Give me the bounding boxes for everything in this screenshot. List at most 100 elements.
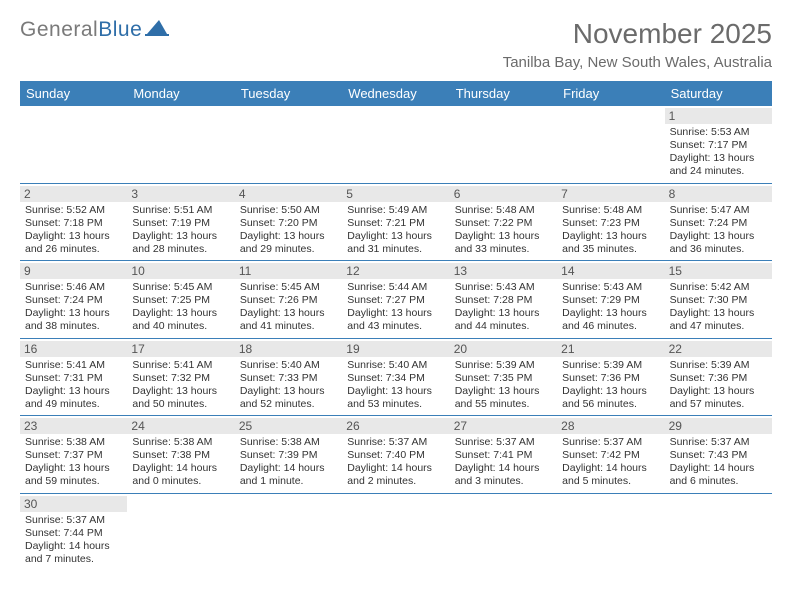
day-number: 27 <box>450 418 557 434</box>
day-info-line: Sunset: 7:35 PM <box>455 372 552 385</box>
day-number: 10 <box>127 263 234 279</box>
day-info-line: and 49 minutes. <box>25 398 122 411</box>
calendar-cell: 11Sunrise: 5:45 AMSunset: 7:26 PMDayligh… <box>235 261 342 338</box>
day-info-line: and 44 minutes. <box>455 320 552 333</box>
day-info-line: Sunrise: 5:46 AM <box>25 281 122 294</box>
day-info-line: Daylight: 14 hours <box>347 462 444 475</box>
day-info-line: and 6 minutes. <box>670 475 767 488</box>
logo: GeneralBlue <box>20 18 171 43</box>
calendar-cell-empty <box>235 106 342 183</box>
calendar-cell: 12Sunrise: 5:44 AMSunset: 7:27 PMDayligh… <box>342 261 449 338</box>
day-info-line: and 2 minutes. <box>347 475 444 488</box>
calendar-cell: 24Sunrise: 5:38 AMSunset: 7:38 PMDayligh… <box>127 416 234 493</box>
day-number: 26 <box>342 418 449 434</box>
day-info-line: Sunset: 7:34 PM <box>347 372 444 385</box>
day-info-line: and 3 minutes. <box>455 475 552 488</box>
calendar-week: 30Sunrise: 5:37 AMSunset: 7:44 PMDayligh… <box>20 494 772 571</box>
day-info-line: Sunset: 7:36 PM <box>562 372 659 385</box>
calendar-cell: 14Sunrise: 5:43 AMSunset: 7:29 PMDayligh… <box>557 261 664 338</box>
day-info-line: Sunrise: 5:50 AM <box>240 204 337 217</box>
day-number: 28 <box>557 418 664 434</box>
logo-part2: Blue <box>98 18 142 41</box>
day-info-line: Daylight: 13 hours <box>347 307 444 320</box>
day-info-line: Sunset: 7:41 PM <box>455 449 552 462</box>
day-info-line: Sunrise: 5:51 AM <box>132 204 229 217</box>
day-number: 9 <box>20 263 127 279</box>
calendar-header-row: SundayMondayTuesdayWednesdayThursdayFrid… <box>20 81 772 106</box>
day-info-line: Sunrise: 5:37 AM <box>455 436 552 449</box>
day-number: 1 <box>665 108 772 124</box>
calendar-cell: 21Sunrise: 5:39 AMSunset: 7:36 PMDayligh… <box>557 339 664 416</box>
day-info-line: Sunrise: 5:38 AM <box>240 436 337 449</box>
day-header: Friday <box>557 81 664 106</box>
day-info-line: Daylight: 13 hours <box>455 385 552 398</box>
day-header: Sunday <box>20 81 127 106</box>
calendar-cell-empty <box>127 106 234 183</box>
day-info-line: Daylight: 13 hours <box>670 385 767 398</box>
calendar-cell-empty <box>665 494 772 571</box>
calendar-cell: 2Sunrise: 5:52 AMSunset: 7:18 PMDaylight… <box>20 184 127 261</box>
logo-text: GeneralBlue <box>20 18 142 42</box>
day-info-line: Sunset: 7:40 PM <box>347 449 444 462</box>
page-subtitle: Tanilba Bay, New South Wales, Australia <box>503 54 772 71</box>
day-info-line: Daylight: 13 hours <box>562 307 659 320</box>
day-number: 22 <box>665 341 772 357</box>
day-info-line: Sunrise: 5:37 AM <box>562 436 659 449</box>
day-info-line: Daylight: 13 hours <box>670 152 767 165</box>
day-info-line: Daylight: 13 hours <box>347 385 444 398</box>
day-number: 17 <box>127 341 234 357</box>
calendar-cell: 4Sunrise: 5:50 AMSunset: 7:20 PMDaylight… <box>235 184 342 261</box>
header: GeneralBlue November 2025 Tanilba Bay, N… <box>20 18 772 71</box>
day-info-line: and 55 minutes. <box>455 398 552 411</box>
day-number: 18 <box>235 341 342 357</box>
day-number: 14 <box>557 263 664 279</box>
calendar-cell: 8Sunrise: 5:47 AMSunset: 7:24 PMDaylight… <box>665 184 772 261</box>
calendar-cell-empty <box>450 106 557 183</box>
day-info-line: Daylight: 13 hours <box>132 385 229 398</box>
day-number: 16 <box>20 341 127 357</box>
day-info-line: and 41 minutes. <box>240 320 337 333</box>
day-info-line: Sunrise: 5:42 AM <box>670 281 767 294</box>
day-info-line: Daylight: 13 hours <box>240 307 337 320</box>
day-number: 3 <box>127 186 234 202</box>
day-info-line: and 47 minutes. <box>670 320 767 333</box>
logo-part1: General <box>20 18 98 41</box>
day-info-line: Sunset: 7:29 PM <box>562 294 659 307</box>
day-info-line: Daylight: 13 hours <box>347 230 444 243</box>
day-info-line: Daylight: 13 hours <box>455 230 552 243</box>
calendar-cell: 20Sunrise: 5:39 AMSunset: 7:35 PMDayligh… <box>450 339 557 416</box>
day-info-line: Daylight: 13 hours <box>25 385 122 398</box>
day-info-line: Sunrise: 5:37 AM <box>670 436 767 449</box>
day-info-line: Sunset: 7:24 PM <box>25 294 122 307</box>
calendar-cell: 17Sunrise: 5:41 AMSunset: 7:32 PMDayligh… <box>127 339 234 416</box>
day-info-line: Sunset: 7:20 PM <box>240 217 337 230</box>
day-number: 4 <box>235 186 342 202</box>
day-info-line: Sunset: 7:42 PM <box>562 449 659 462</box>
calendar-cell: 9Sunrise: 5:46 AMSunset: 7:24 PMDaylight… <box>20 261 127 338</box>
day-info-line: Daylight: 14 hours <box>240 462 337 475</box>
day-info-line: Daylight: 13 hours <box>670 307 767 320</box>
day-header: Saturday <box>665 81 772 106</box>
day-info-line: and 43 minutes. <box>347 320 444 333</box>
day-info-line: Sunrise: 5:39 AM <box>455 359 552 372</box>
day-info-line: Sunset: 7:21 PM <box>347 217 444 230</box>
day-info-line: Sunrise: 5:49 AM <box>347 204 444 217</box>
day-info-line: Sunset: 7:38 PM <box>132 449 229 462</box>
day-info-line: and 5 minutes. <box>562 475 659 488</box>
day-info-line: Daylight: 13 hours <box>25 230 122 243</box>
calendar-week: 16Sunrise: 5:41 AMSunset: 7:31 PMDayligh… <box>20 339 772 417</box>
day-info-line: Sunrise: 5:39 AM <box>670 359 767 372</box>
day-info-line: Sunrise: 5:38 AM <box>132 436 229 449</box>
day-info-line: Sunrise: 5:53 AM <box>670 126 767 139</box>
day-info-line: Sunset: 7:32 PM <box>132 372 229 385</box>
day-info-line: Sunrise: 5:41 AM <box>25 359 122 372</box>
calendar-week: 2Sunrise: 5:52 AMSunset: 7:18 PMDaylight… <box>20 184 772 262</box>
day-number: 19 <box>342 341 449 357</box>
day-info-line: Sunrise: 5:39 AM <box>562 359 659 372</box>
day-info-line: Daylight: 14 hours <box>25 540 122 553</box>
calendar-cell: 26Sunrise: 5:37 AMSunset: 7:40 PMDayligh… <box>342 416 449 493</box>
calendar-cell: 22Sunrise: 5:39 AMSunset: 7:36 PMDayligh… <box>665 339 772 416</box>
day-info-line: Sunrise: 5:48 AM <box>455 204 552 217</box>
day-info-line: and 31 minutes. <box>347 243 444 256</box>
day-header: Tuesday <box>235 81 342 106</box>
